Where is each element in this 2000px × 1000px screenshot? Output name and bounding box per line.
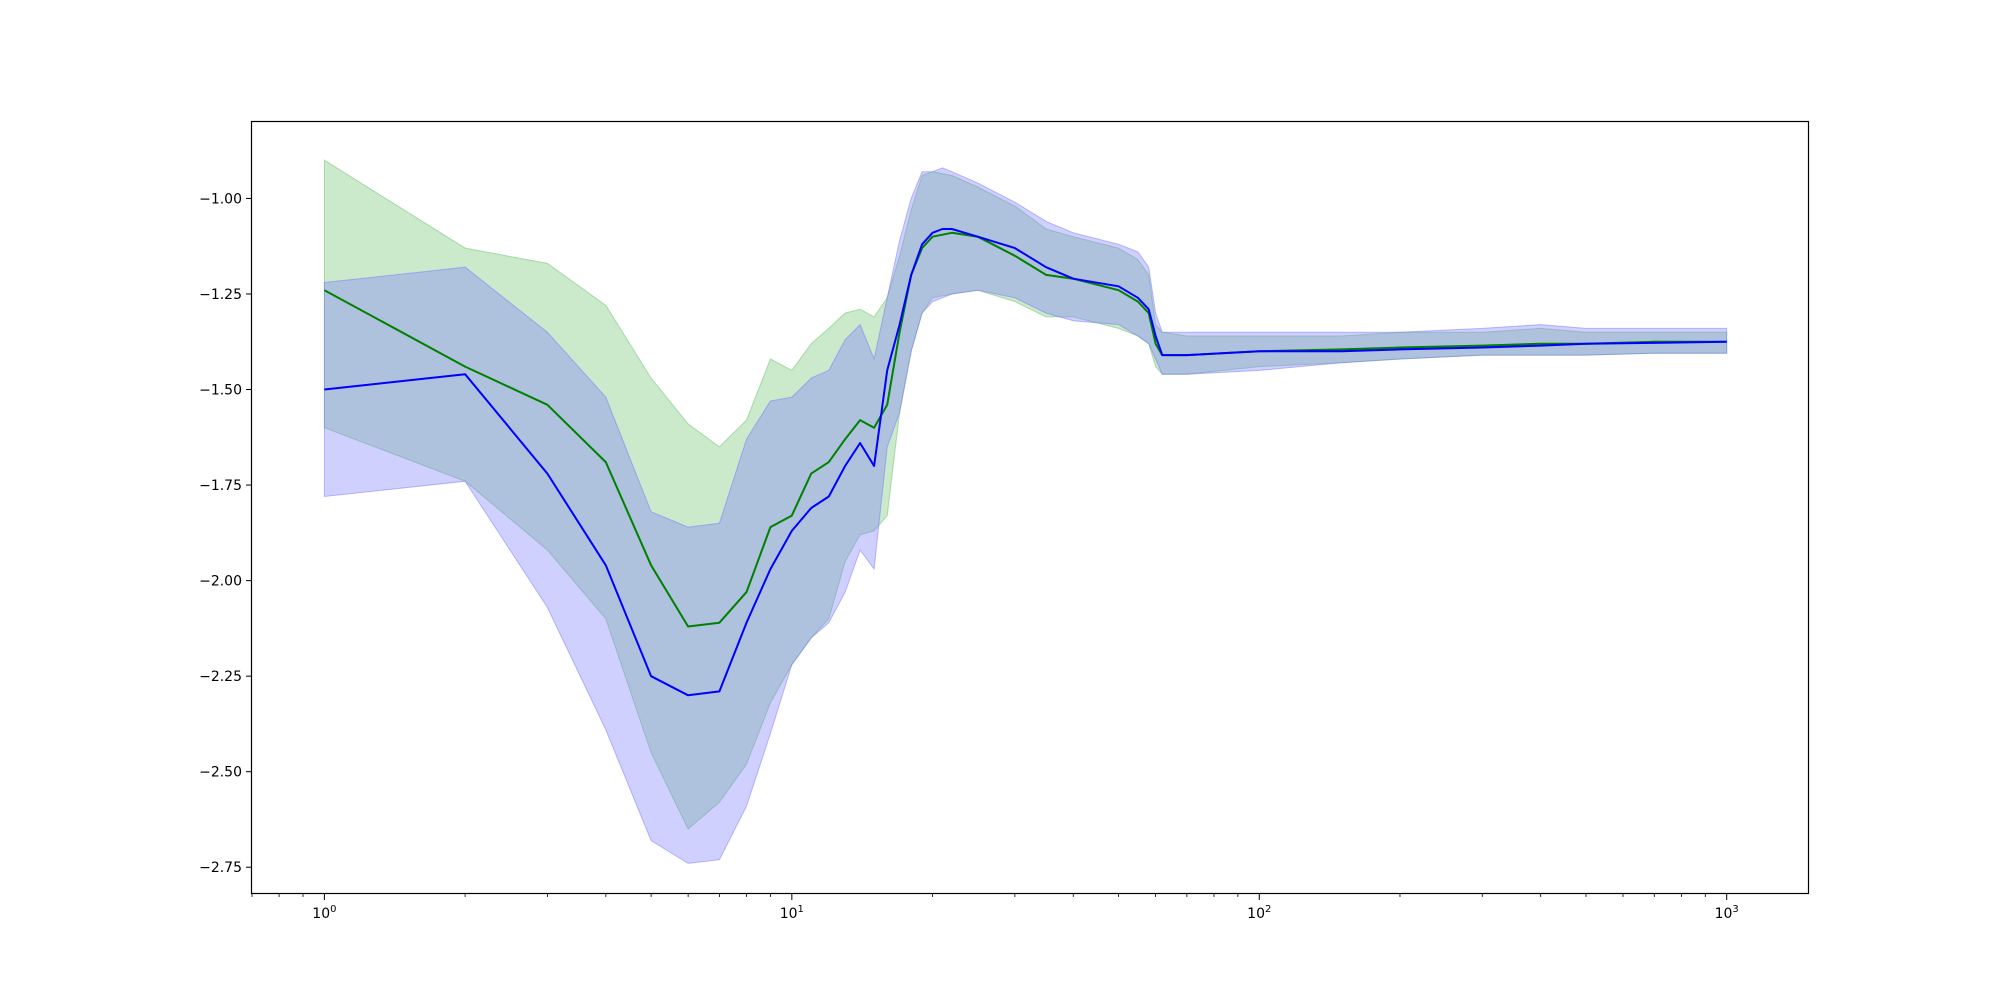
x-tick-exponent: 1 [798, 904, 804, 915]
y-tick-label: −1.25 [199, 287, 242, 303]
y-tick-label: −2.25 [199, 669, 242, 685]
x-axis: 100 101 102 103 [251, 894, 1739, 922]
y-tick-label: −1.00 [199, 191, 242, 207]
y-tick-label: −2.00 [199, 574, 242, 590]
x-tick-exponent: 2 [1265, 904, 1271, 915]
y-axis: −1.00 −1.25 −1.50 −1.75 −2.00 −2.25 −2.50 −2.75 [199, 191, 252, 876]
series-lines [323, 228, 1727, 697]
y-tick-label: −1.50 [199, 383, 242, 399]
x-tick-exponent: 0 [330, 904, 336, 915]
plot-frame [250, 120, 1810, 895]
series-2-line [324, 228, 1727, 697]
y-tick-label: −2.75 [199, 860, 242, 876]
x-tick-exponent: 3 [1732, 904, 1738, 915]
y-tick-label: −2.50 [199, 765, 242, 781]
series-1-line [323, 231, 1727, 628]
y-tick-label: −1.75 [199, 478, 242, 494]
